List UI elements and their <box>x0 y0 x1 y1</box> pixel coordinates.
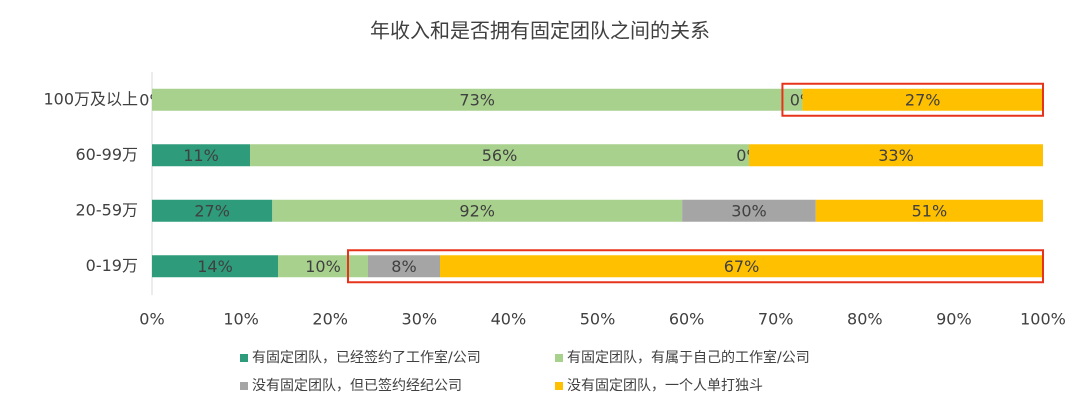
chart-title: 年收入和是否拥有固定团队之间的关系 <box>370 19 710 43</box>
bar-segment <box>152 144 251 167</box>
bar-segment <box>802 88 1043 111</box>
bar-segment <box>152 199 273 222</box>
y-tick-label: 20-59万 <box>76 200 139 219</box>
x-tick-label: 70% <box>758 310 794 329</box>
y-tick-label: 100万及以上 <box>43 89 138 108</box>
data-label: 51% <box>912 201 948 220</box>
x-tick-label: 30% <box>402 310 438 329</box>
bar-segment <box>250 144 749 167</box>
x-tick-label: 10% <box>223 310 259 329</box>
bar-segment <box>152 255 278 278</box>
data-label: 11% <box>183 146 219 165</box>
data-label: 10% <box>305 257 341 276</box>
bar-segment <box>682 199 816 222</box>
x-tick-label: 20% <box>312 310 348 329</box>
highlight-box <box>781 82 1044 117</box>
legend-swatch <box>555 382 563 390</box>
data-label: 27% <box>194 201 230 220</box>
bar-segment <box>272 199 683 222</box>
x-tick-label: 40% <box>491 310 527 329</box>
data-label: 8% <box>391 257 416 276</box>
data-label: 30% <box>731 201 767 220</box>
x-tick-label: 0% <box>139 310 164 329</box>
data-label: 27% <box>905 90 941 109</box>
legend-label: 没有固定团队，一个人单打独斗 <box>567 377 763 394</box>
bar-segment <box>748 144 1043 167</box>
bar-segment <box>815 199 1043 222</box>
x-tick-label: 100% <box>1020 310 1066 329</box>
legend-swatch <box>240 354 248 362</box>
bar-segment <box>440 255 1043 278</box>
x-tick-label: 50% <box>580 310 616 329</box>
data-label: 67% <box>724 257 760 276</box>
legend-swatch <box>555 354 563 362</box>
legend-label: 有固定团队，有属于自己的工作室/公司 <box>567 349 810 366</box>
y-tick-label: 60-99万 <box>76 145 139 164</box>
bar-segment <box>368 255 440 278</box>
data-label: 56% <box>482 146 518 165</box>
bar-segment <box>278 255 368 278</box>
legend-label: 没有固定团队，但已签约经纪公司 <box>252 377 462 394</box>
x-tick-label: 90% <box>936 310 972 329</box>
legend-swatch <box>240 382 248 390</box>
highlight-box <box>347 249 1044 284</box>
data-label: 73% <box>459 90 495 109</box>
data-label: 33% <box>878 146 914 165</box>
legend-label: 有固定团队，已经签约了工作室/公司 <box>252 349 481 366</box>
x-tick-label: 60% <box>669 310 705 329</box>
x-tick-label: 80% <box>847 310 883 329</box>
data-label: 14% <box>197 257 233 276</box>
y-tick-label: 0-19万 <box>86 256 138 275</box>
bar-segment <box>152 88 803 111</box>
data-label: 92% <box>459 201 495 220</box>
